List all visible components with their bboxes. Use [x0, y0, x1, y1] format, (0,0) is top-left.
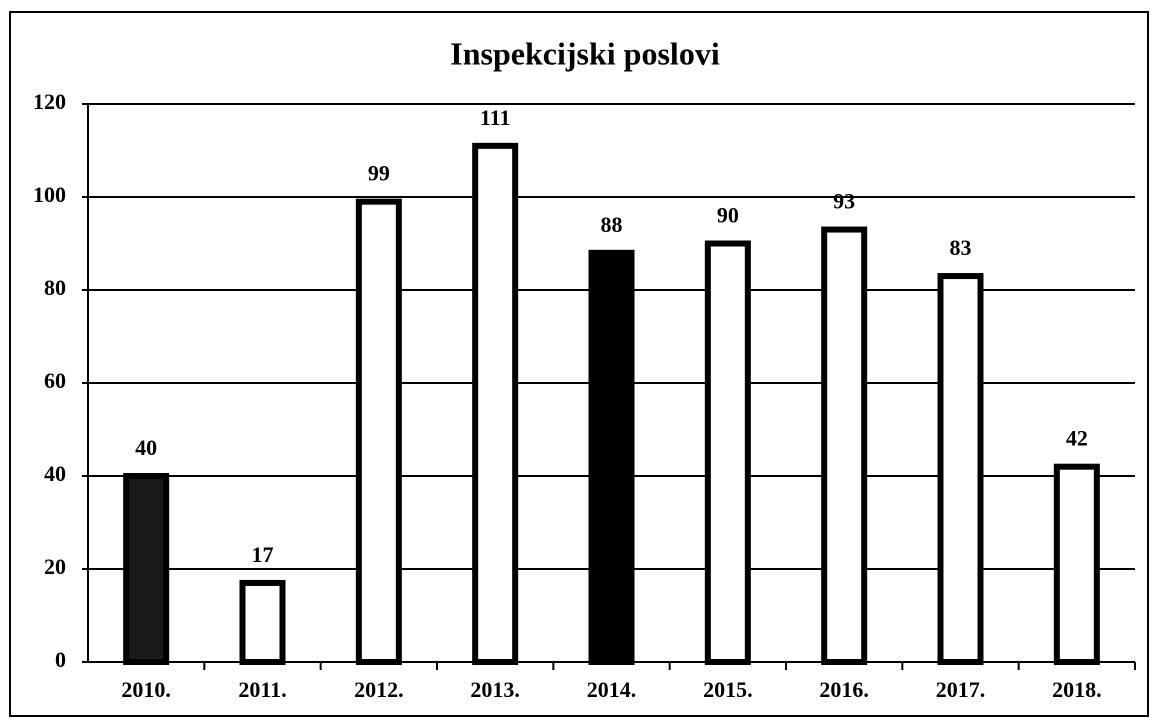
data-label: 88	[601, 212, 623, 237]
y-tick-label: 60	[44, 368, 66, 393]
data-label: 93	[833, 189, 855, 214]
y-tick-label: 80	[44, 275, 66, 300]
x-tick-label: 2013.	[470, 677, 520, 702]
bar	[704, 240, 751, 665]
y-tick-label: 40	[44, 461, 66, 486]
data-label: 42	[1066, 426, 1088, 451]
data-label: 90	[717, 203, 739, 228]
data-label: 111	[480, 105, 511, 130]
x-tick-label: 2010.	[121, 677, 171, 702]
x-tick-label: 2017.	[936, 677, 986, 702]
x-tick-label: 2018.	[1052, 677, 1102, 702]
y-tick-label: 120	[33, 89, 66, 114]
data-label: 40	[135, 435, 157, 460]
x-tick-label: 2011.	[238, 677, 286, 702]
x-tick-label: 2015.	[703, 677, 753, 702]
y-tick-label: 100	[33, 182, 66, 207]
data-label: 17	[252, 542, 274, 567]
bar	[588, 249, 635, 666]
chart-title: Inspekcijski poslovi	[450, 35, 720, 71]
bar	[1053, 463, 1100, 666]
bar	[239, 579, 286, 666]
bar	[937, 273, 984, 665]
data-label: 99	[368, 161, 390, 186]
bar	[123, 473, 170, 665]
x-tick-label: 2012.	[354, 677, 404, 702]
bar	[355, 198, 402, 665]
bar	[472, 142, 519, 666]
x-tick-label: 2014.	[587, 677, 637, 702]
x-tick-label: 2016.	[819, 677, 869, 702]
y-tick-label: 20	[44, 554, 66, 579]
bar	[821, 226, 868, 666]
data-label: 83	[950, 235, 972, 260]
y-tick-label: 0	[55, 647, 66, 672]
